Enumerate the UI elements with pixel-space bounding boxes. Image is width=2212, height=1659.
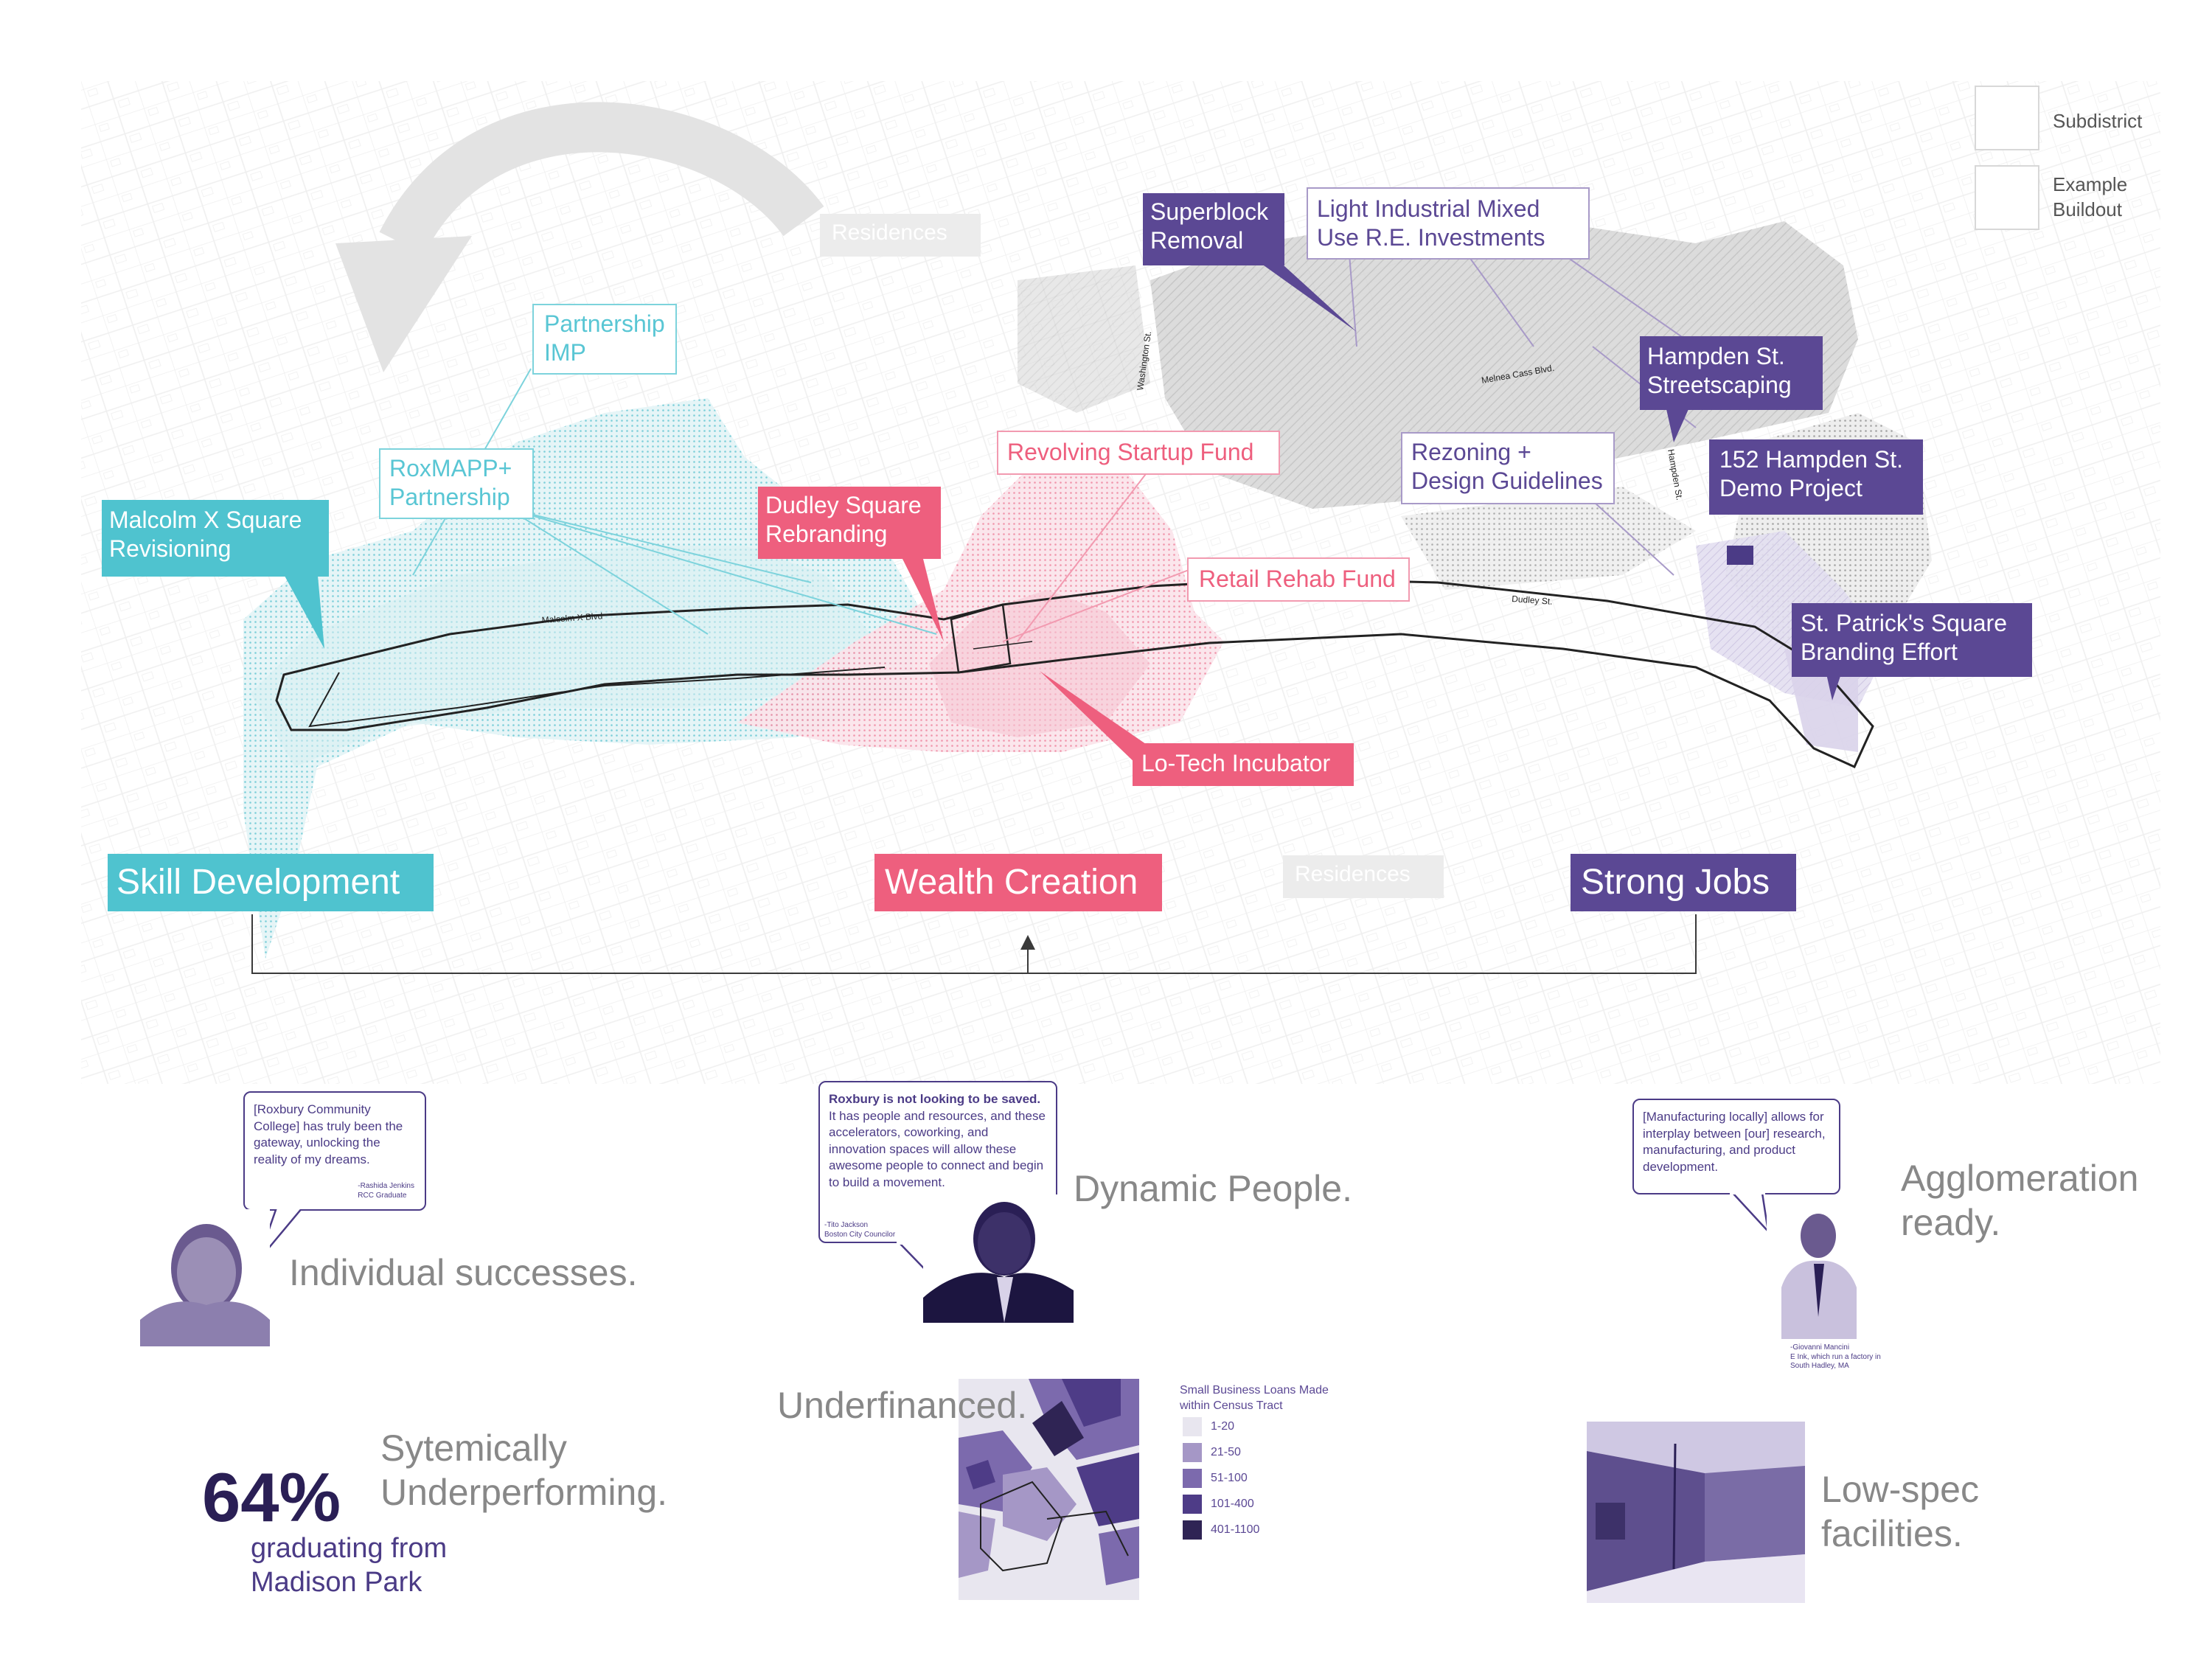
pink-pointer-lotech <box>1040 671 1158 767</box>
legend-subdistrict-swatch <box>1975 86 2039 150</box>
quote-bubble-rashida: [Roxbury Community College] has truly be… <box>243 1091 426 1211</box>
legend-subdistrict-label: Subdistrict <box>2053 110 2143 132</box>
demo-building <box>1727 546 1753 565</box>
facility-photo <box>1587 1422 1805 1603</box>
stat-percent: 64% <box>202 1458 341 1536</box>
hampden-demo-project-label: 152 Hampden St. Demo Project <box>1709 439 1923 515</box>
loans-legend-swatch <box>1183 1417 1202 1436</box>
stat-percent-label: graduating from Madison Park <box>251 1533 448 1598</box>
quote-text: It has people and resources, and these a… <box>829 1108 1046 1190</box>
legend-buildout-label: Example Buildout <box>2053 173 2128 220</box>
category-bracket <box>251 914 1697 974</box>
street-dudley: Dudley St. <box>1512 594 1553 607</box>
residences-label-bottom: Residences <box>1283 855 1444 898</box>
quote-attribution-tito: -Tito Jackson Boston City Councilor <box>824 1221 895 1239</box>
roxmapp-label: RoxMAPP+ Partnership <box>379 448 534 519</box>
caption-agglomeration: Agglomeration ready. <box>1901 1158 2139 1243</box>
quote-author: -Tito Jackson <box>824 1221 869 1229</box>
quote-author: -Giovanni Mancini <box>1790 1343 1850 1352</box>
purple-pointer-superblock <box>1253 258 1357 332</box>
malcolm-x-square-label: Malcolm X Square Revisioning <box>102 500 329 577</box>
loans-map <box>959 1379 1139 1600</box>
loans-legend-range: 51-100 <box>1211 1472 1248 1484</box>
caption-low-spec: Low-spec facilities. <box>1821 1469 1979 1554</box>
quote-bold: Roxbury is not looking to be saved. <box>829 1092 1041 1106</box>
dudley-square-label: Dudley Square Rebranding <box>758 487 941 559</box>
purple-pointer-hampden <box>1666 409 1688 442</box>
strong-jobs-category: Strong Jobs <box>1571 854 1796 911</box>
lo-tech-incubator-label: Lo-Tech Incubator <box>1133 743 1354 786</box>
quote-attribution: -Rashida Jenkins RCC Graduate <box>358 1182 414 1200</box>
partnership-imp-label: Partnership IMP <box>532 304 677 375</box>
teal-pointer <box>280 568 324 649</box>
quote-attribution-giovanni: -Giovanni Mancini E Ink, which run a fac… <box>1790 1343 1893 1371</box>
legend-buildout-swatch <box>1975 165 2039 230</box>
industrial-blocks <box>1150 221 1858 509</box>
quote-bubble-giovanni: [Manufacturing locally] allows for inter… <box>1632 1099 1840 1194</box>
superblock-removal-label: Superblock Removal <box>1143 193 1284 265</box>
quote-author: -Rashida Jenkins <box>358 1182 414 1190</box>
quote-role: Boston City Councilor <box>824 1230 896 1239</box>
loans-legend-swatch <box>1183 1520 1202 1540</box>
caption-underperforming: Sytemically Underperforming. <box>380 1427 668 1513</box>
pink-leaders <box>1002 467 1195 642</box>
caption-underfinanced: Underfinanced. <box>777 1385 1028 1426</box>
wealth-creation-category: Wealth Creation <box>874 854 1162 911</box>
loans-legend-swatch <box>1183 1495 1202 1514</box>
caption-dynamic-people: Dynamic People. <box>1074 1168 1352 1209</box>
st-patricks-square-label: St. Patrick's Square Branding Effort <box>1792 603 2032 677</box>
person-photo-giovanni <box>1767 1206 1892 1339</box>
caption-individual-successes: Individual successes. <box>289 1252 638 1293</box>
quote-role: RCC Graduate <box>358 1191 407 1200</box>
corridor-outline <box>275 577 1874 768</box>
revolving-startup-fund-label: Revolving Startup Fund <box>997 431 1280 475</box>
hampden-streetscaping-label: Hampden St. Streetscaping <box>1640 336 1823 410</box>
quote-text: [Roxbury Community College] has truly be… <box>254 1102 403 1166</box>
pink-pointer-dudley <box>900 553 944 641</box>
flow-arrow <box>379 102 824 255</box>
loans-legend-range: 1-20 <box>1211 1420 1235 1433</box>
skill-development-category: Skill Development <box>108 854 434 911</box>
residences-label-top: Residences <box>820 214 981 257</box>
street-malcolm-x: Malcolm X Blvd <box>541 611 602 625</box>
loans-legend-range: 401-1100 <box>1211 1523 1260 1536</box>
loans-legend-swatch <box>1183 1443 1202 1462</box>
rezoning-label: Rezoning + Design Guidelines <box>1401 432 1615 504</box>
flow-arrow-head <box>335 236 472 372</box>
loans-legend-range: 21-50 <box>1211 1446 1241 1458</box>
person-photo-rashida <box>140 1209 270 1346</box>
loans-legend-range: 101-400 <box>1211 1498 1254 1510</box>
loans-legend-swatch <box>1183 1469 1202 1488</box>
quote-text: [Manufacturing locally] allows for inter… <box>1643 1110 1826 1174</box>
quote-role: E Ink, which run a factory in South Hadl… <box>1790 1352 1881 1371</box>
retail-rehab-fund-label: Retail Rehab Fund <box>1187 557 1410 602</box>
quote-tail-3 <box>1730 1186 1770 1234</box>
person-photo-tito <box>923 1194 1074 1323</box>
loans-legend-title: Small Business Loans Made within Census … <box>1180 1384 1329 1412</box>
light-industrial-label: Light Industrial Mixed Use R.E. Investme… <box>1307 187 1590 260</box>
